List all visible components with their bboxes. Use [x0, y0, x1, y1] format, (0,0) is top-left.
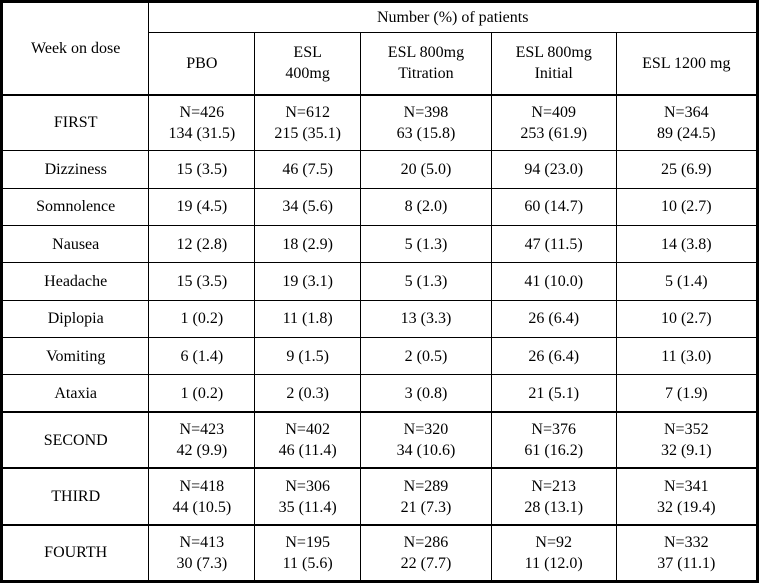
- header-row-group: Week on dose Number (%) of patients: [0, 1, 758, 95]
- data-cell: 21 (5.1): [490, 374, 617, 413]
- col-header-esl-800mg-initial: ESL 800mg Initial: [490, 32, 617, 96]
- data-cell: N=341 32 (19.4): [615, 467, 759, 526]
- table-row: SECOND N=423 42 (9.9) N=402 46 (11.4) N=320…: [0, 411, 759, 469]
- data-cell: N=195 11 (5.6): [254, 523, 362, 582]
- patients-group-header: Number (%) of patients: [148, 1, 758, 33]
- table-row: FIRST N=426 134 (31.5) N=612 215 (35.1) N=3…: [0, 93, 759, 152]
- data-cell: 20 (5.0): [360, 150, 492, 189]
- row-label: THIRD: [0, 467, 150, 526]
- data-cell: N=612 215 (35.1): [254, 93, 362, 152]
- data-cell: N=320 34 (10.6): [360, 411, 492, 469]
- data-cell: N=306 35 (11.4): [254, 467, 362, 526]
- col-header-esl-800mg-titration: ESL 800mg Titration: [360, 32, 492, 96]
- data-cell: 5 (1.3): [360, 262, 492, 301]
- table-row: Somnolence 19 (4.5) 34 (5.6) 8 (2.0) 60 (14.…: [0, 187, 759, 227]
- row-label: Diplopia: [0, 299, 150, 338]
- data-cell: 5 (1.3): [360, 225, 492, 264]
- table-row: Diplopia 1 (0.2) 11 (1.8) 13 (3.3) 26 (6.4) 1…: [0, 299, 759, 338]
- data-cell: 10 (2.7): [615, 299, 759, 338]
- data-cell: 1 (0.2): [148, 374, 256, 413]
- data-cell: 15 (3.5): [148, 150, 256, 189]
- data-cell: N=352 32 (9.1): [615, 411, 759, 469]
- data-cell: 11 (3.0): [615, 336, 759, 376]
- col-header-esl-400mg: ESL 400mg: [254, 32, 362, 96]
- data-cell: 26 (6.4): [490, 299, 617, 338]
- row-label: SECOND: [0, 411, 150, 469]
- table-row: THIRD N=418 44 (10.5) N=306 35 (11.4) N=289…: [0, 467, 759, 526]
- row-label: FOURTH: [0, 523, 150, 582]
- data-cell: 41 (10.0): [490, 262, 617, 301]
- data-cell: N=213 28 (13.1): [490, 467, 617, 526]
- data-cell: 60 (14.7): [490, 187, 617, 227]
- data-cell: 8 (2.0): [360, 187, 492, 227]
- table-row: Dizziness 15 (3.5) 46 (7.5) 20 (5.0) 94 (23.…: [0, 150, 759, 189]
- data-cell: N=289 21 (7.3): [360, 467, 492, 526]
- row-label: FIRST: [0, 93, 150, 152]
- table-row: Nausea 12 (2.8) 18 (2.9) 5 (1.3) 47 (11.5) 14…: [0, 225, 759, 264]
- data-cell: 13 (3.3): [360, 299, 492, 338]
- table-row: FOURTH N=413 30 (7.3) N=195 11 (5.6) N=286 …: [0, 523, 759, 582]
- row-label: Vomiting: [0, 336, 150, 376]
- table-body: FIRST N=426 134 (31.5) N=612 215 (35.1) N=3…: [0, 93, 759, 582]
- data-cell: 2 (0.3): [254, 374, 362, 413]
- data-cell: N=92 11 (12.0): [490, 523, 617, 582]
- row-label: Dizziness: [0, 150, 150, 189]
- data-cell: N=364 89 (24.5): [615, 93, 759, 152]
- data-cell: 19 (3.1): [254, 262, 362, 301]
- data-cell: 7 (1.9): [615, 374, 759, 413]
- data-cell: 1 (0.2): [148, 299, 256, 338]
- data-cell: 2 (0.5): [360, 336, 492, 376]
- table-row: Ataxia 1 (0.2) 2 (0.3) 3 (0.8) 21 (5.1) 7 (1.…: [0, 374, 759, 413]
- data-cell: 12 (2.8): [148, 225, 256, 264]
- data-cell: N=332 37 (11.1): [615, 523, 759, 582]
- data-cell: N=398 63 (15.8): [360, 93, 492, 152]
- col-header-pbo: PBO: [148, 32, 256, 96]
- data-cell: 3 (0.8): [360, 374, 492, 413]
- data-cell: 11 (1.8): [254, 299, 362, 338]
- data-cell: N=286 22 (7.7): [360, 523, 492, 582]
- data-cell: 18 (2.9): [254, 225, 362, 264]
- data-cell: N=409 253 (61.9): [490, 93, 617, 152]
- table-row: Vomiting 6 (1.4) 9 (1.5) 2 (0.5) 26 (6.4) 11 …: [0, 336, 759, 376]
- row-label: Nausea: [0, 225, 150, 264]
- data-cell: 34 (5.6): [254, 187, 362, 227]
- data-cell: N=413 30 (7.3): [148, 523, 256, 582]
- week-on-dose-header: Week on dose: [0, 1, 150, 95]
- row-label: Ataxia: [0, 374, 150, 413]
- data-cell: N=426 134 (31.5): [148, 93, 256, 152]
- data-cell: N=418 44 (10.5): [148, 467, 256, 526]
- data-cell: 25 (6.9): [615, 150, 759, 189]
- data-cell: 94 (23.0): [490, 150, 617, 189]
- data-cell: 14 (3.8): [615, 225, 759, 264]
- data-cell: 19 (4.5): [148, 187, 256, 227]
- data-cell: 46 (7.5): [254, 150, 362, 189]
- data-cell: 10 (2.7): [615, 187, 759, 227]
- data-cell: 9 (1.5): [254, 336, 362, 376]
- data-cell: N=376 61 (16.2): [490, 411, 617, 469]
- data-cell: N=402 46 (11.4): [254, 411, 362, 469]
- data-cell: 26 (6.4): [490, 336, 617, 376]
- row-label: Headache: [0, 262, 150, 301]
- data-cell: 47 (11.5): [490, 225, 617, 264]
- data-cell: 6 (1.4): [148, 336, 256, 376]
- col-header-esl-1200mg: ESL 1200 mg: [615, 32, 759, 96]
- header-row-columns: PBO ESL 400mg ESL 800mg Titration ESL 80…: [2, 32, 759, 96]
- data-cell: 15 (3.5): [148, 262, 256, 301]
- table-row: Headache 15 (3.5) 19 (3.1) 5 (1.3) 41 (10.0)…: [0, 262, 759, 301]
- data-cell: 5 (1.4): [615, 262, 759, 301]
- row-label: Somnolence: [0, 187, 150, 227]
- data-cell: N=423 42 (9.9): [148, 411, 256, 469]
